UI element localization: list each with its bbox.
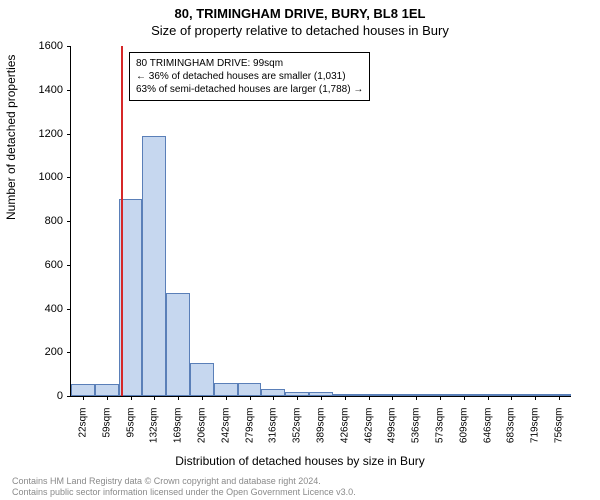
y-tick-label: 1200 <box>23 128 63 140</box>
x-tick-label: 683sqm <box>506 408 517 458</box>
y-tick-mark <box>67 90 71 91</box>
x-tick-mark <box>535 396 536 400</box>
x-tick-mark <box>488 396 489 400</box>
x-tick-label: 242sqm <box>220 408 231 458</box>
y-tick-mark <box>67 352 71 353</box>
chart-container: 80, TRIMINGHAM DRIVE, BURY, BL8 1EL Size… <box>0 0 600 500</box>
y-tick-label: 1000 <box>23 171 63 183</box>
histogram-bar <box>71 384 95 396</box>
x-tick-mark <box>464 396 465 400</box>
y-tick-mark <box>67 396 71 397</box>
x-tick-mark <box>202 396 203 400</box>
annotation-box: 80 TRIMINGHAM DRIVE: 99sqm ← 36% of deta… <box>129 52 370 101</box>
x-tick-label: 352sqm <box>292 408 303 458</box>
histogram-bar <box>95 384 119 396</box>
x-tick-label: 279sqm <box>244 408 255 458</box>
x-tick-label: 206sqm <box>196 408 207 458</box>
x-tick-label: 316sqm <box>268 408 279 458</box>
x-tick-label: 426sqm <box>339 408 350 458</box>
x-tick-label: 22sqm <box>77 408 88 458</box>
attribution-footer: Contains HM Land Registry data © Crown c… <box>12 476 356 499</box>
x-tick-mark <box>440 396 441 400</box>
x-tick-label: 573sqm <box>435 408 446 458</box>
y-tick-label: 600 <box>23 259 63 271</box>
x-tick-label: 609sqm <box>458 408 469 458</box>
x-tick-mark <box>511 396 512 400</box>
y-tick-label: 1600 <box>23 40 63 52</box>
x-tick-mark <box>226 396 227 400</box>
x-tick-mark <box>154 396 155 400</box>
x-tick-mark <box>131 396 132 400</box>
histogram-bar <box>190 363 214 396</box>
chart-subtitle: Size of property relative to detached ho… <box>0 21 600 38</box>
x-tick-mark <box>107 396 108 400</box>
y-tick-label: 1400 <box>23 84 63 96</box>
y-tick-mark <box>67 221 71 222</box>
histogram-bar <box>142 136 166 396</box>
annotation-line: 80 TRIMINGHAM DRIVE: 99sqm <box>136 57 363 70</box>
x-tick-mark <box>392 396 393 400</box>
x-tick-mark <box>369 396 370 400</box>
y-tick-mark <box>67 134 71 135</box>
x-tick-mark <box>345 396 346 400</box>
histogram-bar <box>238 383 262 396</box>
x-tick-label: 536sqm <box>411 408 422 458</box>
x-axis-label: Distribution of detached houses by size … <box>0 454 600 468</box>
annotation-line: ← 36% of detached houses are smaller (1,… <box>136 70 363 83</box>
x-tick-mark <box>559 396 560 400</box>
y-tick-label: 200 <box>23 346 63 358</box>
x-tick-mark <box>83 396 84 400</box>
chart-title: 80, TRIMINGHAM DRIVE, BURY, BL8 1EL <box>0 0 600 21</box>
property-marker-line <box>121 46 123 396</box>
plot-area: 80 TRIMINGHAM DRIVE: 99sqm ← 36% of deta… <box>70 46 571 397</box>
x-tick-label: 756sqm <box>554 408 565 458</box>
x-tick-mark <box>250 396 251 400</box>
x-tick-label: 499sqm <box>387 408 398 458</box>
y-tick-label: 800 <box>23 215 63 227</box>
x-tick-mark <box>178 396 179 400</box>
y-tick-mark <box>67 46 71 47</box>
y-tick-label: 400 <box>23 303 63 315</box>
x-tick-mark <box>273 396 274 400</box>
footer-line: Contains HM Land Registry data © Crown c… <box>12 476 356 487</box>
y-tick-mark <box>67 265 71 266</box>
annotation-line: 63% of semi-detached houses are larger (… <box>136 83 363 96</box>
x-tick-label: 169sqm <box>173 408 184 458</box>
x-tick-label: 59sqm <box>101 408 112 458</box>
histogram-bar <box>166 293 190 396</box>
x-tick-label: 719sqm <box>530 408 541 458</box>
x-tick-mark <box>297 396 298 400</box>
x-tick-label: 95sqm <box>125 408 136 458</box>
y-axis-label: Number of detached properties <box>4 55 18 220</box>
y-tick-mark <box>67 177 71 178</box>
x-tick-label: 132sqm <box>149 408 160 458</box>
x-tick-label: 646sqm <box>482 408 493 458</box>
footer-line: Contains public sector information licen… <box>12 487 356 498</box>
y-tick-mark <box>67 309 71 310</box>
y-tick-label: 0 <box>23 390 63 402</box>
x-tick-label: 389sqm <box>316 408 327 458</box>
x-tick-mark <box>416 396 417 400</box>
x-tick-label: 462sqm <box>363 408 374 458</box>
histogram-bar <box>214 383 238 396</box>
x-tick-mark <box>321 396 322 400</box>
